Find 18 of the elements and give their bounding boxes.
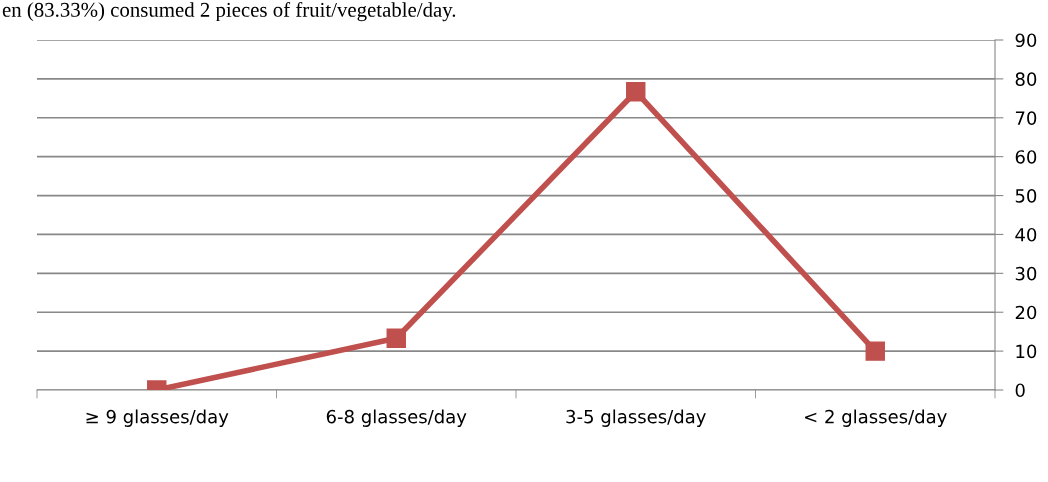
y-tick-label: 50 (1015, 189, 1037, 203)
y-tick-label: 0 (1015, 383, 1025, 398)
x-tick-label: 3-5 glasses/day (566, 409, 706, 427)
y-tick-label: 30 (1015, 266, 1037, 281)
y-tick-label: 20 (1015, 305, 1037, 320)
y-tick-label: 70 (1015, 111, 1037, 125)
x-tick-label: 6-8 glasses/day (326, 409, 467, 427)
y-tick-label: 40 (1015, 227, 1037, 242)
point (865, 341, 885, 361)
y-tick-label: 60 (1015, 150, 1037, 164)
point (626, 81, 646, 102)
point (386, 328, 406, 349)
y-tick-label: 90 (1015, 33, 1037, 48)
y-tick-label: 10 (1016, 344, 1037, 359)
x-tick-label: < 2 glasses/day (805, 409, 947, 427)
y-tick-label: 80 (1015, 72, 1037, 87)
x-tick-label: ≥ 9 glasses/day (86, 409, 229, 427)
text: en (83.33%) consumed 2 pieces of fruit/vegetable/day. (2, 2, 456, 22)
